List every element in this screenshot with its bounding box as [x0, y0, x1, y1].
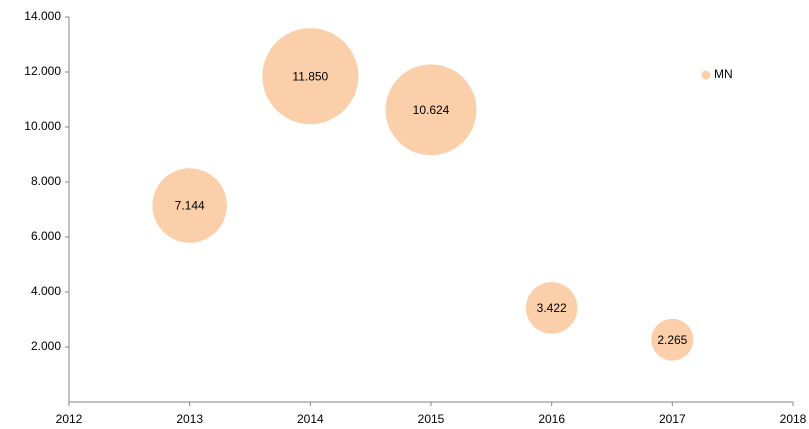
y-tick-label: 12.000: [24, 64, 61, 78]
data-label: 2.265: [657, 333, 687, 347]
data-label: 10.624: [413, 103, 450, 117]
y-tick-label: 10.000: [24, 119, 61, 133]
bubble: [385, 64, 477, 156]
x-tick-label: 2018: [780, 412, 807, 426]
y-tick-label: 6.000: [31, 229, 61, 243]
x-tick-label: 2012: [56, 412, 83, 426]
data-label: 11.850: [292, 69, 328, 83]
y-tick-label: 4.000: [31, 284, 61, 298]
bubble: [152, 168, 227, 243]
y-tick-label: 2.000: [31, 339, 61, 353]
x-tick-label: 2016: [538, 412, 565, 426]
x-tick-label: 2013: [176, 412, 203, 426]
bubble: [651, 318, 694, 361]
x-tick-label: 2017: [659, 412, 686, 426]
x-tick-label: 2015: [418, 412, 445, 426]
data-label: 7.144: [175, 199, 205, 213]
legend-marker: [701, 70, 711, 80]
bubble: [525, 282, 578, 334]
y-tick-label: 14.000: [24, 9, 61, 23]
x-tick-label: 2014: [297, 412, 324, 426]
bubble: [262, 28, 359, 125]
data-label: 3.422: [537, 301, 567, 315]
legend-label: MN: [714, 67, 733, 81]
y-tick-label: 8.000: [31, 174, 61, 188]
